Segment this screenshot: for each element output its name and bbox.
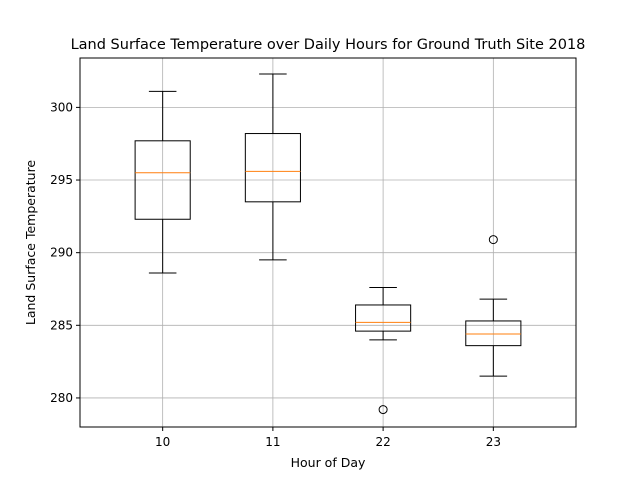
box-group-10: [134, 90, 191, 274]
outlier-point: [378, 405, 388, 415]
box-group-22: [355, 287, 412, 415]
iqr-box: [244, 133, 301, 203]
x-axis-label: Hour of Day: [291, 455, 366, 470]
y-axis-label: Land Surface Temperature: [23, 160, 38, 326]
box-group-23: [465, 235, 522, 377]
y-tick-label: 295: [50, 173, 73, 187]
ticks-layer: 10 11 22 23 280 285 290 295 300: [50, 100, 501, 449]
y-tick-label: 290: [50, 246, 73, 260]
plot-frame: [79, 57, 577, 428]
iqr-box: [465, 320, 522, 347]
box-group-11: [244, 73, 301, 261]
x-tick-label: 22: [375, 435, 390, 449]
x-tick-label: 10: [155, 435, 170, 449]
y-tick-label: 285: [50, 318, 73, 332]
boxes-layer: [134, 73, 522, 415]
iqr-box: [134, 140, 191, 220]
outlier-point: [488, 235, 498, 245]
y-tick-label: 280: [50, 391, 73, 405]
y-tick-label: 300: [50, 100, 73, 114]
chart-title: Land Surface Temperature over Daily Hour…: [71, 37, 586, 53]
x-tick-label: 23: [486, 435, 501, 449]
iqr-box: [355, 304, 412, 332]
x-tick-label: 11: [265, 435, 280, 449]
